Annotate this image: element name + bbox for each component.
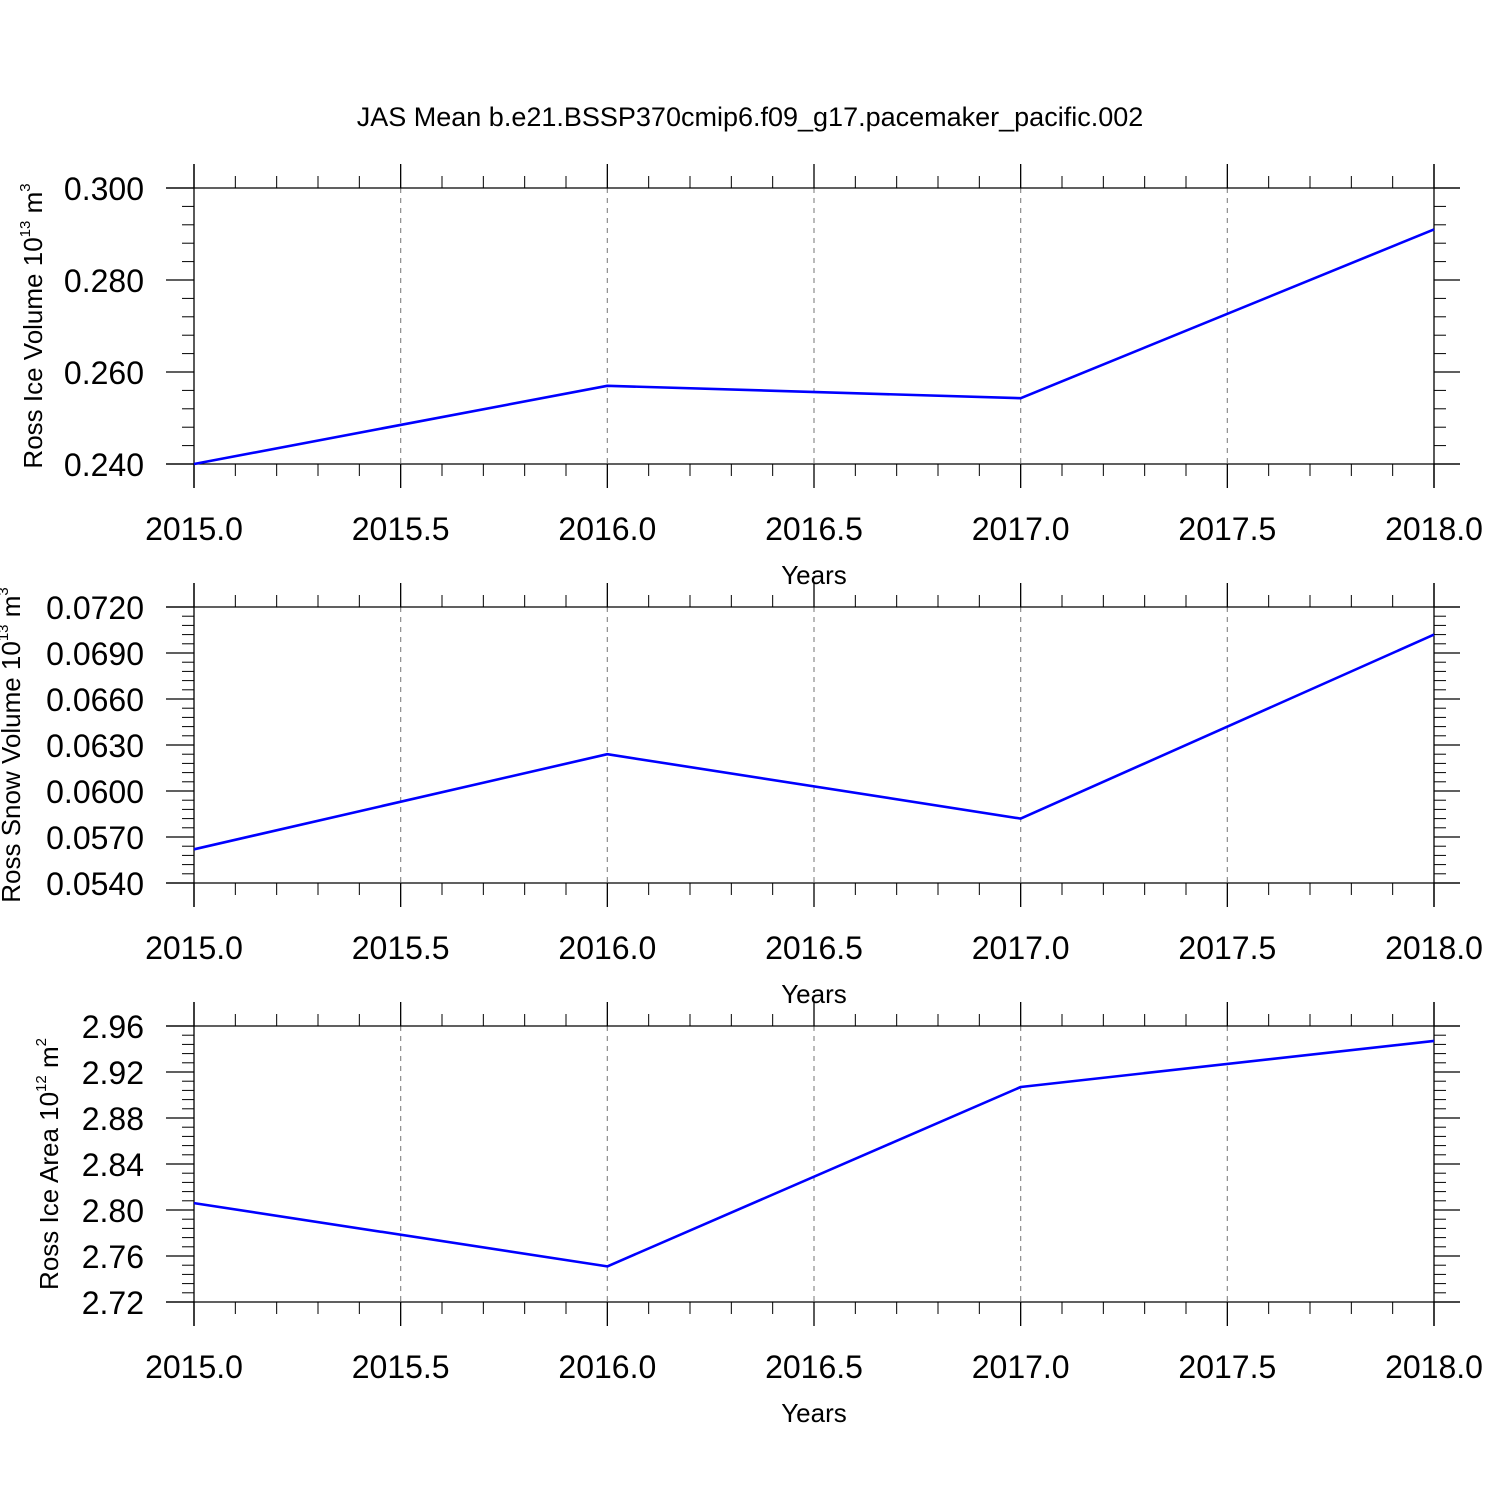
x-tick-label: 2015.0 [145, 511, 243, 547]
chart-title: JAS Mean b.e21.BSSP370cmip6.f09_g17.pace… [357, 102, 1144, 132]
y-tick-label: 0.0690 [46, 636, 144, 672]
chart-panels: 2015.0 2015.5 2016.0 2016.5 2017.0 2017.5 2018… [0, 164, 1483, 1428]
y-tick-label: 0.300 [64, 171, 144, 207]
x-tick-label: 2017.5 [1178, 1349, 1276, 1385]
y-tick-label: 0.280 [64, 263, 144, 299]
x-tick-label: 2016.0 [558, 511, 656, 547]
x-tick-label: 2017.0 [972, 1349, 1070, 1385]
y-tick-label: 2.76 [82, 1239, 144, 1275]
x-tick-label: 2015.0 [145, 1349, 243, 1385]
x-tick-label: 2016.5 [765, 1349, 863, 1385]
y-tick-label: 2.88 [82, 1101, 144, 1137]
y-tick-label: 0.0600 [46, 774, 144, 810]
series-line [193, 228, 1435, 466]
y-tick-label: 2.92 [82, 1055, 144, 1091]
series-line [193, 1039, 1435, 1268]
y-tick-label: 0.240 [64, 447, 144, 483]
y-tick-label: 0.260 [64, 355, 144, 391]
y-tick-label: 2.84 [82, 1147, 144, 1183]
chart-panel-1: 2015.0 2015.5 2016.0 2016.5 2017.0 2017.5 2018… [17, 164, 1483, 590]
chart-panel-3: 2015.0 2015.5 2016.0 2016.5 2017.0 2017.5 2018… [33, 1002, 1483, 1428]
x-tick-label: 2016.0 [558, 930, 656, 966]
x-tick-label: 2018.0 [1385, 511, 1483, 547]
y-tick-label: 0.0660 [46, 682, 144, 718]
y-tick-label: 0.0540 [46, 866, 144, 902]
x-tick-label: 2015.5 [352, 1349, 450, 1385]
x-axis-label: Years [781, 1398, 847, 1428]
x-tick-label: 2015.5 [352, 511, 450, 547]
y-axis-label: Ross Snow Volume 1013 m3 [0, 587, 26, 903]
x-tick-label: 2018.0 [1385, 1349, 1483, 1385]
x-tick-label: 2017.0 [972, 511, 1070, 547]
y-tick-label: 2.80 [82, 1193, 144, 1229]
y-tick-label: 0.0720 [46, 590, 144, 626]
x-tick-label: 2018.0 [1385, 930, 1483, 966]
x-tick-label: 2017.5 [1178, 511, 1276, 547]
y-tick-label: 2.96 [82, 1009, 144, 1045]
y-axis-label: Ross Ice Volume 1013 m3 [17, 183, 48, 468]
x-tick-label: 2016.5 [765, 511, 863, 547]
chart-panel-2: 2015.0 2015.5 2016.0 2016.5 2017.0 2017.5 2018… [0, 583, 1483, 1009]
x-tick-label: 2016.5 [765, 930, 863, 966]
x-tick-label: 2016.0 [558, 1349, 656, 1385]
y-tick-label: 0.0570 [46, 820, 144, 856]
series-line [193, 633, 1435, 851]
y-tick-label: 0.0630 [46, 728, 144, 764]
x-tick-label: 2017.5 [1178, 930, 1276, 966]
y-axis-label: Ross Ice Area 1012 m2 [33, 1038, 64, 1290]
y-tick-label: 2.72 [82, 1285, 144, 1321]
x-tick-label: 2015.0 [145, 930, 243, 966]
x-tick-label: 2017.0 [972, 930, 1070, 966]
x-tick-label: 2015.5 [352, 930, 450, 966]
